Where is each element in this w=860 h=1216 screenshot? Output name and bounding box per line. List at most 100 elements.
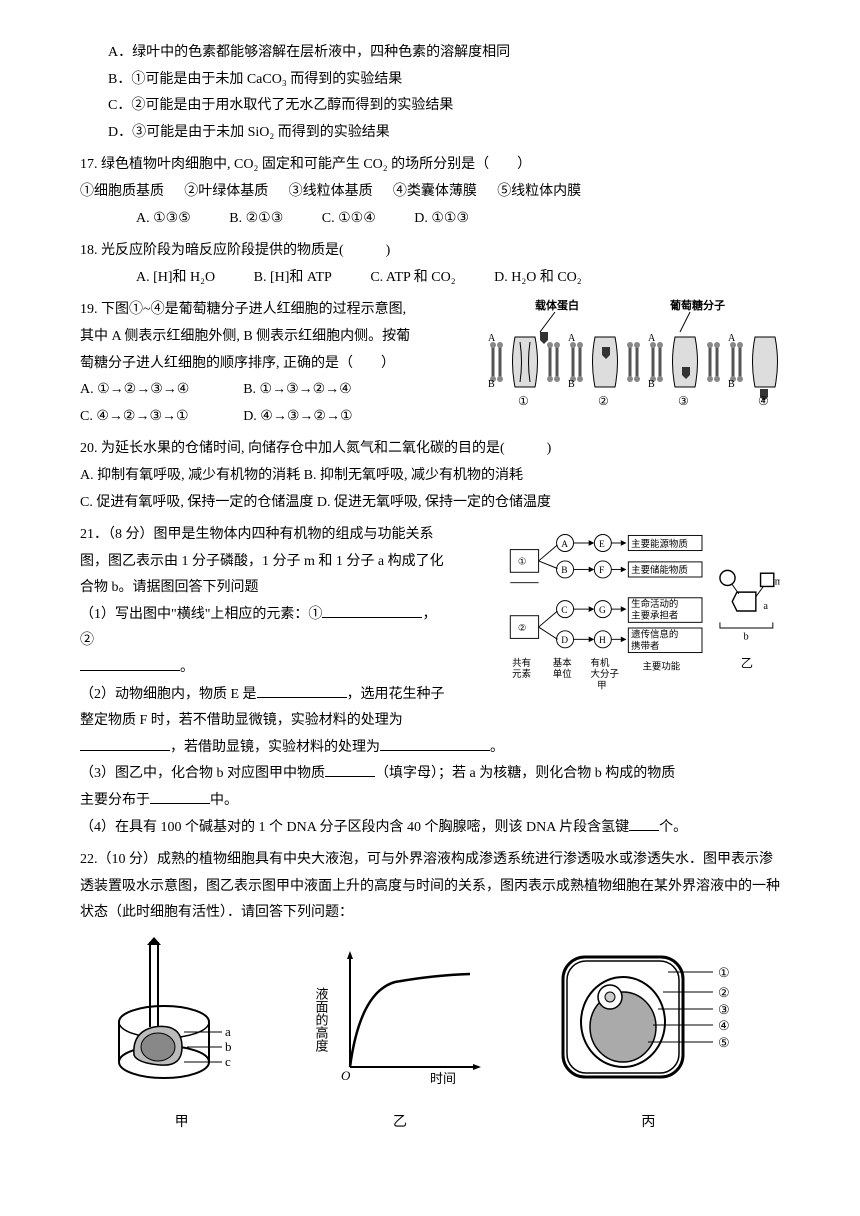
blank-3 [257,683,347,698]
q21-p3: （3）图乙中，化合物 b 对应图甲中物质（填字母）；若 a 为核糖，则化合物 b… [80,761,780,788]
q19-opt-b: B. ①→③→②→④ [243,377,406,404]
svg-text:甲: 甲 [597,681,606,692]
q21-p2d-line: ，若借助显镜，实验材料的处理为 。 [80,735,780,762]
svg-text:时间: 时间 [430,1071,456,1086]
fig-bing: ① ② ③ ④ ⑤ 丙 [548,937,748,1136]
q21-stem-1: 21．（8 分）图甲是生物体内四种有机物的组成与功能关系 [80,522,445,549]
q22-figures: a b c 甲 液面的高度 O 时间 乙 ① ② ③ [80,937,780,1136]
svg-text:A: A [648,333,656,344]
svg-text:共有: 共有 [512,657,531,669]
svg-text:生命活动的: 生命活动的 [631,598,678,610]
q21-p3c: 主要分布于 [80,793,150,808]
fig-jia-caption: 甲 [112,1110,252,1137]
q21-text: 21．（8 分）图甲是生物体内四种有机物的组成与功能关系 图，图乙表示由 1 分… [80,522,445,735]
svg-text:A: A [561,540,568,550]
blank-7 [150,789,210,804]
svg-text:A: A [488,333,496,344]
q17-item-2: ②叶绿体基质 [184,179,268,206]
svg-text:c: c [225,1054,231,1069]
fig19-panels: A B ① A B ② [488,332,780,408]
svg-text:主要储能物质: 主要储能物质 [631,564,688,576]
svg-text:③: ③ [678,394,689,408]
svg-text:液面的高度: 液面的高度 [315,987,329,1052]
q16-option-c: C．②可能是由于用水取代了无水乙醇而得到的实验结果 [80,93,780,120]
q17-item-1: ①细胞质基质 [80,179,164,206]
svg-text:B: B [648,379,655,390]
fig-bing-caption: 丙 [548,1110,748,1137]
svg-text:H: H [599,636,606,646]
fig19-label-glucose: 葡萄糖分子 [669,298,725,312]
q19-opt-c: C. ④→②→③→① [80,404,243,431]
q19-stem-1: 19. 下图①~④是葡萄糖分子进人红细胞的过程示意图, [80,297,420,324]
q22-stem: 22.（10 分）成熟的植物细胞具有中央大液泡，可与外界溶液构成渗透系统进行渗透… [80,847,780,927]
svg-text:②: ② [598,394,609,408]
q17-opt-d: D. ①①③ [414,206,469,233]
svg-text:A: A [728,333,736,344]
q21-p2a: （2）动物细胞内，物质 E 是 [80,687,257,702]
blank-4 [80,736,170,751]
q19-stem-2: 其中 A 侧表示红细胞外侧, B 侧表示红细胞内侧。按葡 [80,324,420,351]
q17-stem: 17. 绿色植物叶肉细胞中, CO₂ 固定和可能产生 CO₂ 的场所分别是（ ） [80,152,780,179]
q19-opt-a: A. ①→②→③→④ [80,377,243,404]
svg-text:m: m [775,577,780,588]
svg-text:元素: 元素 [512,668,531,680]
svg-text:④: ④ [718,1018,730,1033]
q21-diagram-yi: m a b 乙 [720,570,780,670]
svg-text:③: ③ [718,1002,730,1017]
svg-text:B: B [728,379,735,390]
q21-p3-line2: 主要分布于中。 [80,788,780,815]
q19-stem-3: 萄糖分子进人红细胞的顺序排序, 正确的是（ ） [80,351,420,378]
q21-p2d: ，若借助显镜，实验材料的处理为 [170,740,380,755]
q16-option-d: D．③可能是由于未加 SiO₂ 而得到的实验结果 [80,120,780,147]
svg-text:⑤: ⑤ [718,1035,730,1050]
q21-figure: ① ② A B C D E F G H 主 [505,526,780,707]
svg-text:②: ② [518,624,526,634]
svg-text:C: C [561,606,567,616]
svg-text:①: ① [718,965,730,980]
svg-text:乙: 乙 [741,657,753,671]
q19-figure: 载体蛋白 葡萄糖分子 [480,297,780,428]
svg-text:大分子: 大分子 [591,668,619,680]
q17-options: A. ①③⑤ B. ②①③ C. ①①④ D. ①①③ [80,206,780,233]
q18-opt-c: C. ATP 和 CO₂ [370,265,455,292]
svg-text:F: F [599,566,604,576]
q16-option-b: B．①可能是由于未加 CaCO₃ 而得到的实验结果 [80,67,780,94]
q17-items: ①细胞质基质 ②叶绿体基质 ③线粒体基质 ④类囊体薄膜 ⑤线粒体内膜 [80,179,780,206]
svg-text:D: D [561,636,568,646]
svg-text:E: E [599,540,605,550]
q21-p1a: （1）写出图中"横线"上相应的元素：① [80,607,322,622]
q18-opt-b: B. [H]和 ATP [254,265,332,292]
fig-jia: a b c 甲 [112,937,252,1136]
fig19-label-carrier: 载体蛋白 [535,298,579,312]
q21-p1: （1）写出图中"横线"上相应的元素：①，② [80,602,445,655]
q21-stem-3: 合物 b。请据图回答下列问题 [80,575,445,602]
blank-8 [629,816,659,831]
q20-opt-cd: C. 促进有氧呼吸, 保持一定的仓储温度 D. 促进无氧呼吸, 保持一定的仓储温… [80,490,780,517]
svg-text:有机: 有机 [591,657,610,669]
q21-p2: （2）动物细胞内，物质 E 是 ，选用花生种子 [80,682,445,709]
q21-p1c: 。 [180,660,194,675]
fig-yi-caption: 乙 [315,1110,485,1137]
svg-text:携带者: 携带者 [631,640,659,652]
svg-text:G: G [599,606,606,616]
q17-item-3: ③线粒体基质 [289,179,373,206]
svg-text:①: ① [518,394,529,408]
q21-p4: （4）在具有 100 个碱基对的 1 个 DNA 分子区段内含 40 个胸腺嘧，… [80,815,780,842]
svg-text:主要能源物质: 主要能源物质 [631,538,688,550]
svg-text:主要功能: 主要功能 [643,661,681,673]
q18-stem: 18. 光反应阶段为暗反应阶段提供的物质是( ) [80,238,780,265]
svg-text:④: ④ [758,394,769,408]
svg-text:主要承担者: 主要承担者 [631,610,678,622]
q19-opt-d: D. ④→③→②→① [243,404,406,431]
q21-p2c: 整定物质 F 时，若不借助显微镜，实验材料的处理为 [80,708,445,735]
svg-text:a: a [763,601,768,612]
q21-p2b: ，选用花生种子 [347,687,445,702]
blank-5 [380,736,490,751]
q17-item-5: ⑤线粒体内膜 [497,179,581,206]
q17-opt-a: A. ①③⑤ [136,206,191,233]
svg-text:单位: 单位 [553,668,572,680]
q21-p2e: 。 [490,740,504,755]
svg-text:B: B [561,566,567,576]
q18-opt-a: A. [H]和 H₂O [136,265,215,292]
q17-opt-c: C. ①①④ [322,206,376,233]
